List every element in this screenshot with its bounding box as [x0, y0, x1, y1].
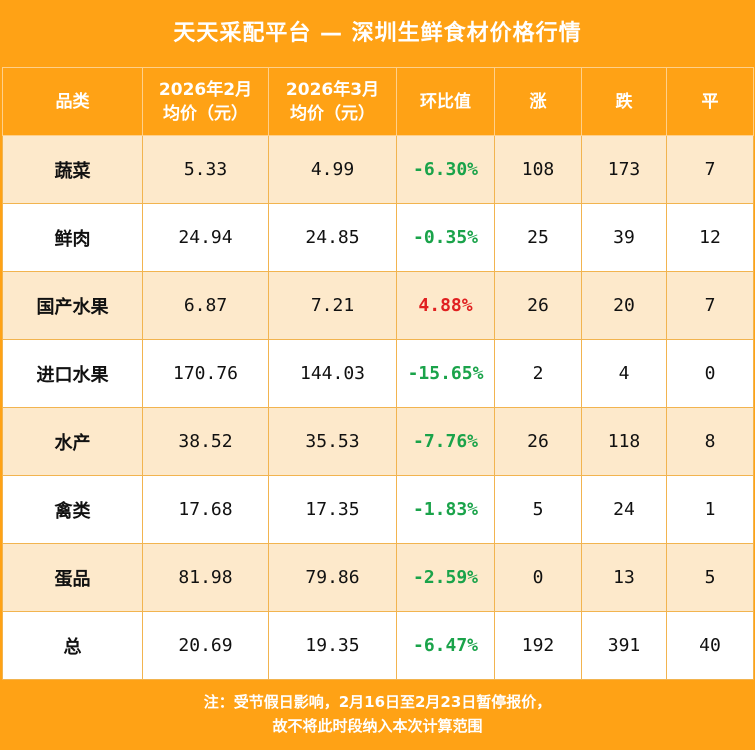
row-category: 蛋品: [2, 543, 143, 612]
row-mom: 4.88%: [396, 271, 495, 340]
row-up-count: 192: [494, 611, 582, 680]
row-up-count: 26: [494, 271, 582, 340]
row-category: 水产: [2, 407, 143, 476]
row-feb-price: 170.76: [142, 339, 269, 408]
row-category: 总: [2, 611, 143, 680]
row-down-count: 391: [581, 611, 667, 680]
row-mom: -6.30%: [396, 135, 495, 204]
row-feb-price: 24.94: [142, 203, 269, 272]
row-mom: -1.83%: [396, 475, 495, 544]
table-row: 禽类 17.68 17.35 -1.83% 5 24 1: [2, 475, 754, 544]
table-row: 鲜肉 24.94 24.85 -0.35% 25 39 12: [2, 203, 754, 272]
page-title: 天天采配平台 — 深圳生鲜食材价格行情: [173, 21, 582, 46]
row-mom: -15.65%: [396, 339, 495, 408]
header-feb-line2: 均价（元）: [163, 103, 248, 124]
row-flat-count: 5: [666, 543, 754, 612]
row-feb-price: 17.68: [142, 475, 269, 544]
table-row-total: 总 20.69 19.35 -6.47% 192 391 40: [2, 611, 754, 680]
row-mar-price: 19.35: [268, 611, 397, 680]
row-mar-price: 35.53: [268, 407, 397, 476]
header-mar-price: 2026年3月 均价（元）: [268, 67, 397, 136]
row-mom: -0.35%: [396, 203, 495, 272]
row-down-count: 20: [581, 271, 667, 340]
row-flat-count: 0: [666, 339, 754, 408]
row-flat-count: 12: [666, 203, 754, 272]
row-category: 蔬菜: [2, 135, 143, 204]
row-mar-price: 7.21: [268, 271, 397, 340]
row-down-count: 39: [581, 203, 667, 272]
row-down-count: 13: [581, 543, 667, 612]
header-category: 品类: [2, 67, 143, 136]
row-mom: -7.76%: [396, 407, 495, 476]
row-down-count: 4: [581, 339, 667, 408]
row-up-count: 26: [494, 407, 582, 476]
header-feb-price: 2026年2月 均价（元）: [142, 67, 269, 136]
row-mar-price: 24.85: [268, 203, 397, 272]
row-feb-price: 20.69: [142, 611, 269, 680]
table-row: 蛋品 81.98 79.86 -2.59% 0 13 5: [2, 543, 754, 612]
price-table: 品类 2026年2月 均价（元） 2026年3月 均价（元） 环比值 涨 跌 平…: [2, 67, 754, 680]
footnote-line1: 注：受节假日影响，2月16日至2月23日暂停报价，: [203, 693, 552, 711]
header-up: 涨: [494, 67, 582, 136]
row-up-count: 108: [494, 135, 582, 204]
table-row: 国产水果 6.87 7.21 4.88% 26 20 7: [2, 271, 754, 340]
row-mom: -6.47%: [396, 611, 495, 680]
row-mar-price: 17.35: [268, 475, 397, 544]
row-flat-count: 7: [666, 271, 754, 340]
row-feb-price: 38.52: [142, 407, 269, 476]
row-down-count: 24: [581, 475, 667, 544]
row-mar-price: 144.03: [268, 339, 397, 408]
header-row: 品类 2026年2月 均价（元） 2026年3月 均价（元） 环比值 涨 跌 平: [2, 67, 754, 136]
row-category: 进口水果: [2, 339, 143, 408]
row-up-count: 2: [494, 339, 582, 408]
row-feb-price: 6.87: [142, 271, 269, 340]
row-category: 国产水果: [2, 271, 143, 340]
table-row: 水产 38.52 35.53 -7.76% 26 118 8: [2, 407, 754, 476]
header-flat: 平: [666, 67, 754, 136]
row-up-count: 0: [494, 543, 582, 612]
header-mom: 环比值: [396, 67, 495, 136]
footnote: 注：受节假日影响，2月16日至2月23日暂停报价， 故不将此时段纳入本次计算范围: [0, 680, 755, 750]
row-flat-count: 8: [666, 407, 754, 476]
row-mar-price: 79.86: [268, 543, 397, 612]
row-up-count: 5: [494, 475, 582, 544]
row-feb-price: 81.98: [142, 543, 269, 612]
header-mar-line2: 均价（元）: [290, 103, 375, 124]
row-mar-price: 4.99: [268, 135, 397, 204]
row-mom: -2.59%: [396, 543, 495, 612]
row-flat-count: 7: [666, 135, 754, 204]
header-mar-line1: 2026年3月: [285, 79, 380, 100]
row-category: 禽类: [2, 475, 143, 544]
row-feb-price: 5.33: [142, 135, 269, 204]
row-category: 鲜肉: [2, 203, 143, 272]
row-flat-count: 1: [666, 475, 754, 544]
footnote-line2: 故不将此时段纳入本次计算范围: [272, 717, 483, 735]
row-down-count: 118: [581, 407, 667, 476]
row-up-count: 25: [494, 203, 582, 272]
table-row: 进口水果 170.76 144.03 -15.65% 2 4 0: [2, 339, 754, 408]
row-flat-count: 40: [666, 611, 754, 680]
table-row: 蔬菜 5.33 4.99 -6.30% 108 173 7: [2, 135, 754, 204]
header-down: 跌: [581, 67, 667, 136]
header-feb-line1: 2026年2月: [158, 79, 253, 100]
row-down-count: 173: [581, 135, 667, 204]
